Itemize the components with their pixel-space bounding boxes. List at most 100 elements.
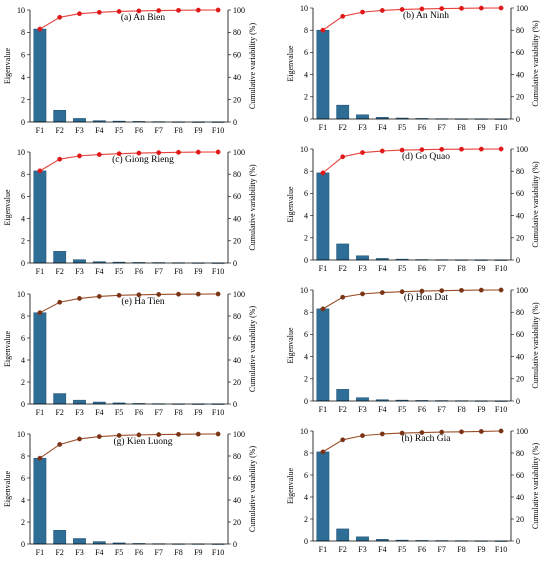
category-label: F6	[135, 408, 143, 417]
right-tick-label: 60	[233, 51, 241, 60]
category-label: F6	[418, 405, 426, 414]
left-tick-label: 6	[21, 192, 25, 201]
cumulative-point	[360, 9, 365, 15]
category-label: F7	[154, 267, 162, 276]
cumulative-point	[439, 146, 445, 152]
panel-title: (c) Giong Rieng	[112, 154, 174, 165]
right-axis-title: Cumulative variability (%)	[248, 164, 257, 251]
cumulative-point	[96, 9, 102, 15]
right-tick-label: 0	[233, 400, 237, 409]
category-label: F10	[212, 126, 224, 135]
cumulative-point	[136, 292, 142, 298]
left-tick-label: 2	[304, 375, 308, 384]
left-tick-label: 10	[300, 145, 308, 154]
left-tick-label: 4	[21, 496, 25, 505]
cumulative-point	[176, 291, 181, 297]
cumulative-line	[322, 430, 502, 453]
category-label: F10	[495, 123, 507, 132]
left-axis-title: Eigenvalue	[3, 189, 12, 225]
cumulative-point	[498, 146, 504, 152]
right-tick-label: 40	[516, 493, 524, 502]
right-tick-label: 40	[233, 214, 241, 223]
category-label: F3	[75, 548, 83, 557]
category-label: F3	[75, 126, 83, 135]
left-tick-label: 6	[304, 471, 308, 480]
left-tick-label: 6	[21, 474, 25, 483]
right-axis-title: Cumulative variability (%)	[248, 446, 257, 533]
left-tick-label: 0	[304, 256, 308, 265]
category-label: F8	[174, 126, 182, 135]
category-label: F7	[437, 264, 445, 273]
right-tick-label: 0	[233, 540, 237, 549]
cumulative-point	[340, 294, 346, 300]
cumulative-point	[419, 147, 425, 153]
cumulative-point	[340, 154, 346, 160]
panel-title: (a) An Bien	[121, 12, 166, 23]
cumulative-point	[498, 428, 504, 434]
eigenvalue-bar	[33, 170, 47, 264]
category-label: F9	[194, 126, 202, 135]
left-tick-label: 4	[304, 211, 308, 220]
right-tick-label: 100	[233, 430, 245, 439]
left-tick-label: 0	[21, 259, 25, 268]
left-axis-title: Eigenvalue	[3, 48, 12, 84]
category-label: F3	[358, 264, 366, 273]
cumulative-point	[96, 434, 102, 439]
right-tick-label: 0	[516, 115, 520, 124]
left-tick-label: 8	[304, 167, 308, 176]
right-tick-label: 100	[233, 6, 245, 15]
cumulative-point	[37, 26, 43, 32]
category-label: F5	[398, 545, 406, 554]
right-tick-label: 20	[233, 518, 241, 527]
eigenvalue-bar	[33, 312, 47, 405]
right-tick-label: 0	[233, 259, 237, 268]
category-label: F7	[154, 548, 162, 557]
cumulative-point	[459, 5, 464, 11]
category-label: F10	[495, 545, 507, 554]
cumulative-point	[320, 27, 326, 33]
eigenvalue-bar	[356, 536, 369, 542]
cumulative-point	[176, 431, 181, 437]
category-label: F10	[212, 267, 224, 276]
cumulative-point	[360, 291, 365, 297]
category-label: F2	[55, 267, 63, 276]
eigenvalue-bar	[356, 114, 369, 120]
category-label: F3	[358, 545, 366, 554]
cumulative-point	[136, 150, 142, 156]
right-tick-label: 100	[233, 148, 245, 157]
left-tick-label: 8	[304, 308, 308, 317]
left-tick-label: 8	[304, 26, 308, 35]
eigenvalue-bar	[316, 29, 330, 120]
cumulative-point	[478, 146, 484, 152]
cumulative-point	[419, 430, 425, 435]
cumulative-point	[195, 431, 201, 437]
cumulative-line	[322, 7, 502, 31]
category-label: F1	[36, 408, 44, 417]
category-label: F9	[477, 264, 485, 273]
category-label: F4	[95, 267, 103, 276]
category-label: F5	[398, 123, 406, 132]
category-label: F1	[319, 123, 327, 132]
left-tick-label: 6	[304, 48, 308, 57]
category-label: F8	[174, 408, 182, 417]
panel-title: (e) Ha Tien	[121, 296, 165, 307]
cumulative-point	[340, 13, 346, 19]
category-label: F1	[319, 264, 327, 273]
right-tick-label: 100	[516, 4, 528, 13]
cumulative-point	[399, 430, 405, 436]
cumulative-point	[399, 147, 405, 153]
category-label: F8	[457, 264, 465, 273]
right-axis-title: Cumulative variability (%)	[248, 23, 257, 110]
category-label: F2	[338, 545, 346, 554]
cumulative-point	[57, 299, 63, 305]
cumulative-point	[459, 429, 464, 435]
panel-title: (f) Hon Dat	[404, 292, 449, 303]
category-label: F10	[212, 548, 224, 557]
left-tick-label: 10	[17, 148, 25, 157]
category-label: F3	[75, 267, 83, 276]
left-tick-label: 2	[304, 234, 308, 243]
right-tick-label: 0	[516, 256, 520, 265]
cumulative-point	[478, 429, 484, 434]
cumulative-point	[215, 431, 221, 437]
